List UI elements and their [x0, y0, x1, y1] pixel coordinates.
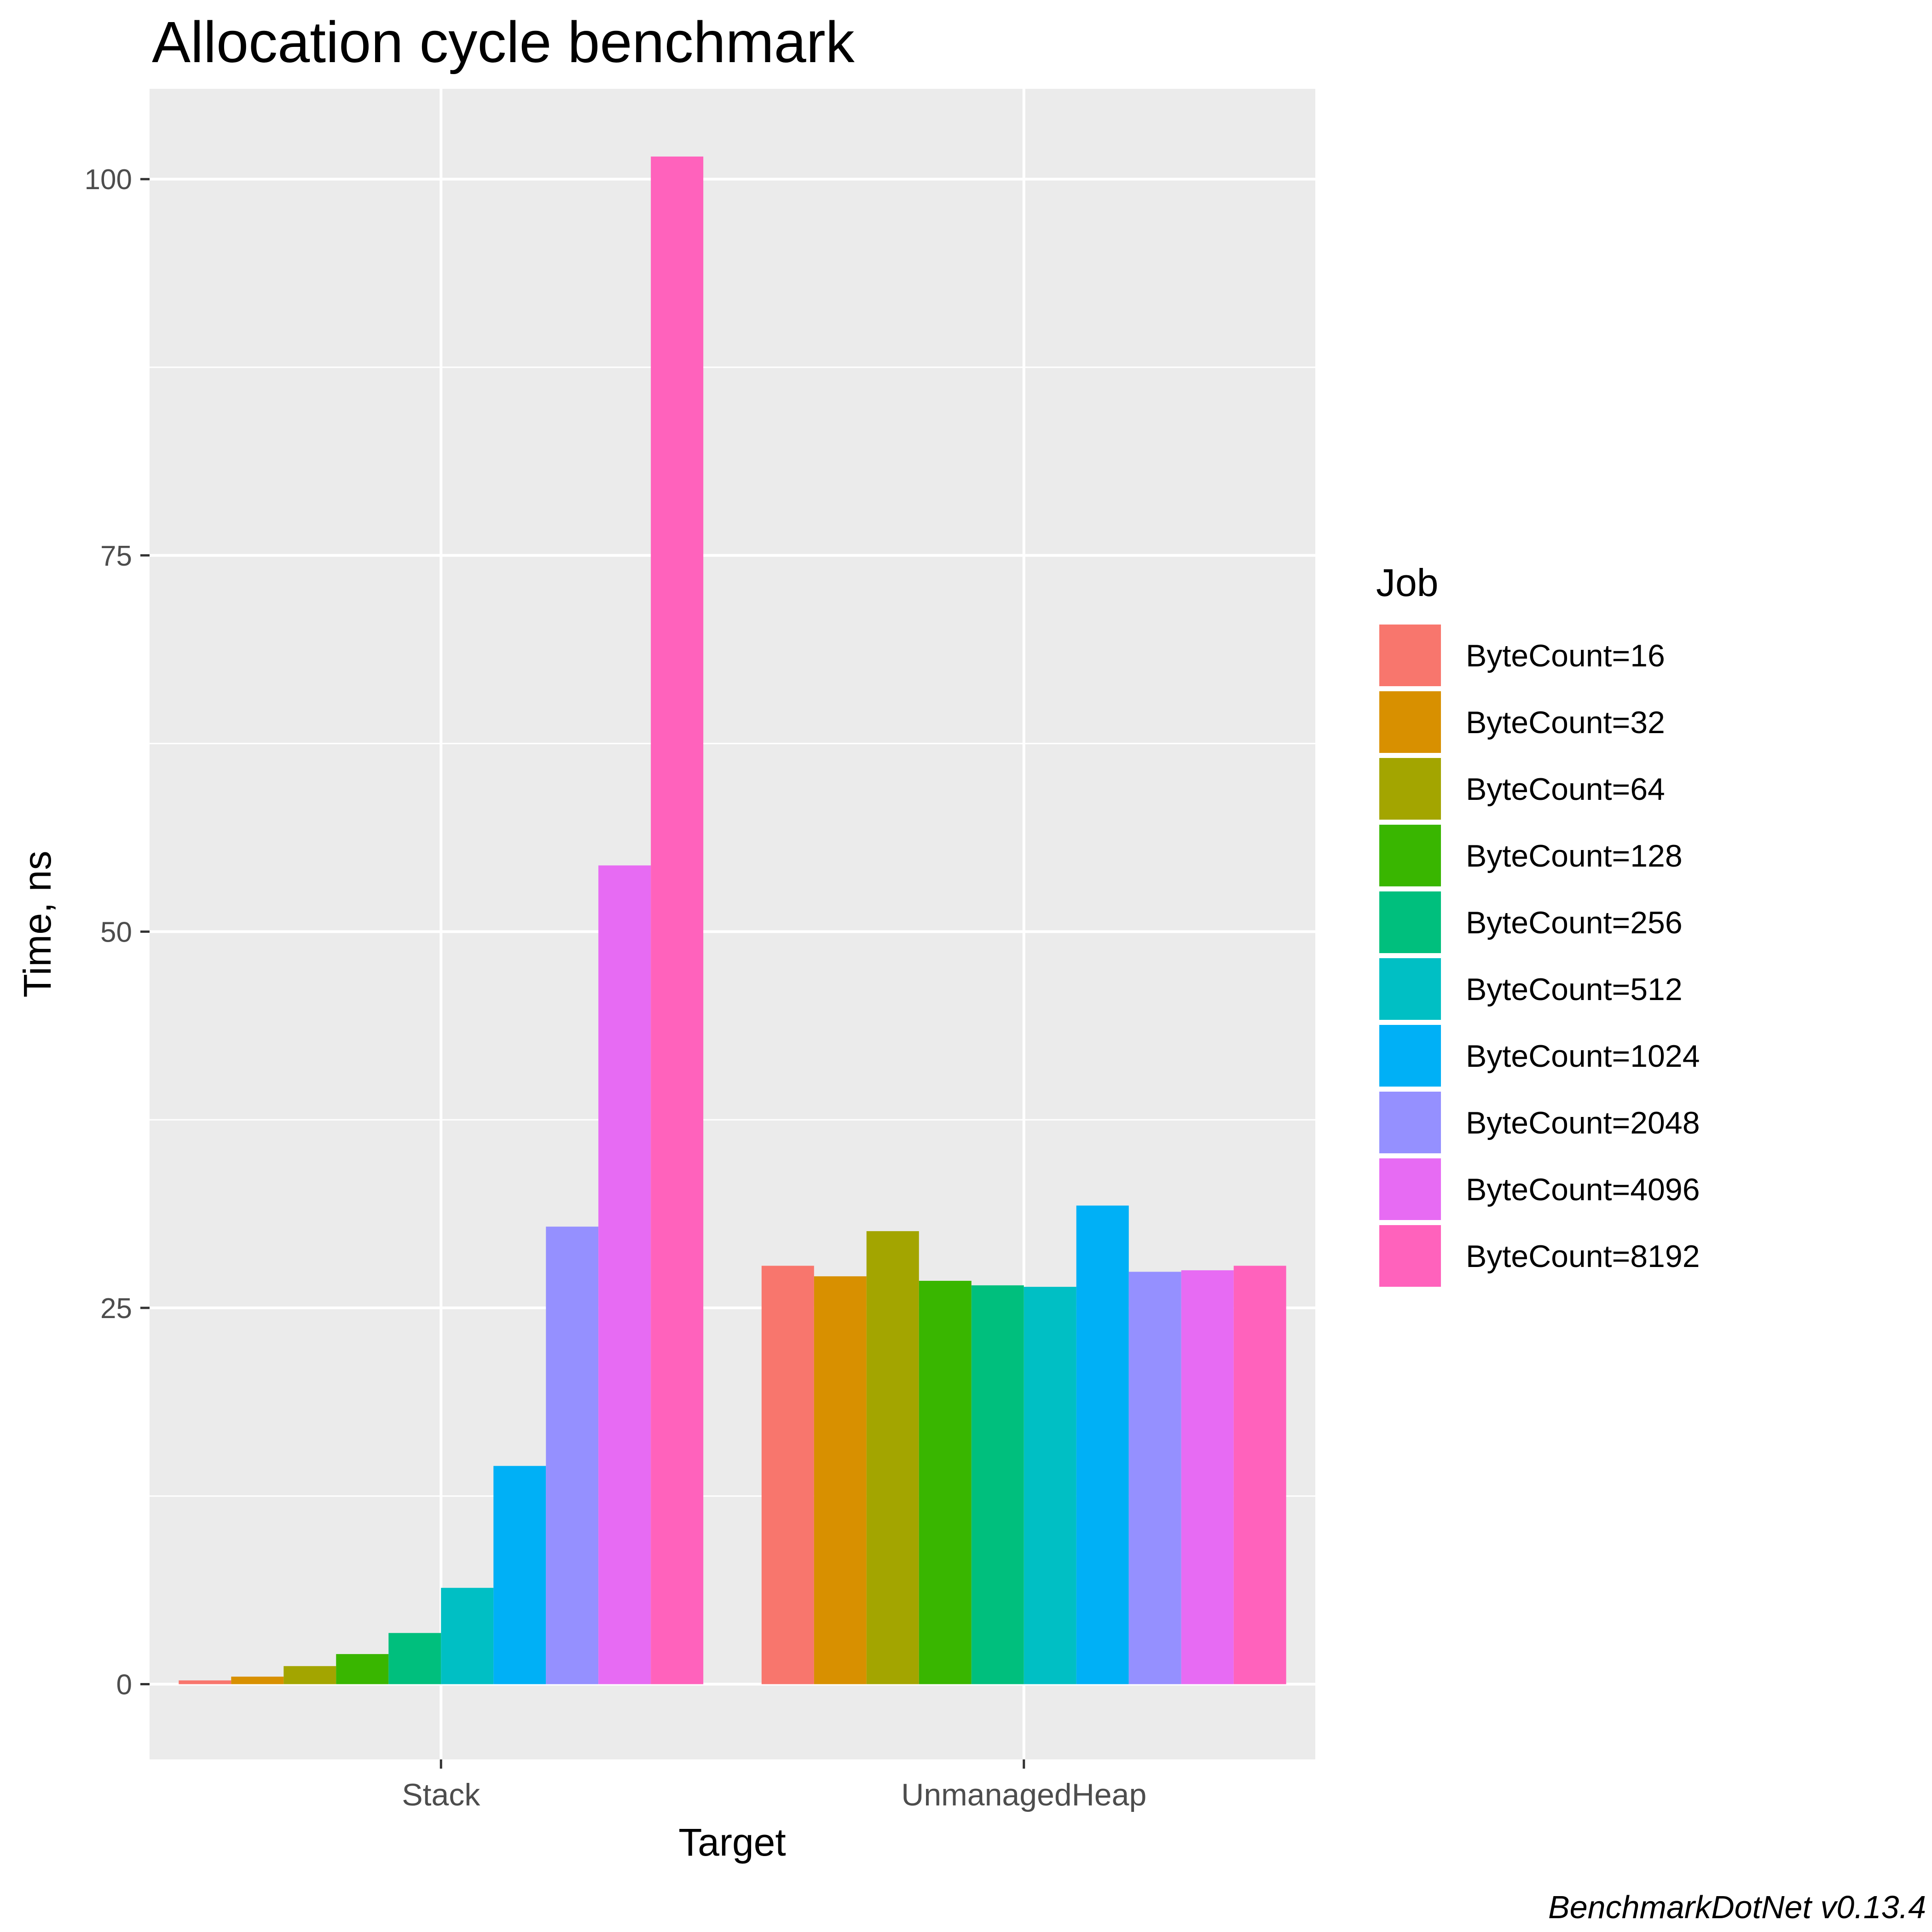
bar-ByteCount=2048-UnmanagedHeap: [1128, 1272, 1181, 1684]
x-tick-label-Stack: Stack: [402, 1777, 480, 1812]
x-axis: Stack UnmanagedHeap: [402, 1759, 1146, 1812]
bar-ByteCount=1024-UnmanagedHeap: [1076, 1205, 1129, 1684]
bar-ByteCount=64-Stack: [283, 1666, 336, 1684]
bar-ByteCount=16-UnmanagedHeap: [761, 1266, 814, 1684]
bar-ByteCount=32-UnmanagedHeap: [814, 1276, 867, 1684]
legend-label: ByteCount=64: [1466, 772, 1665, 807]
legend-label: ByteCount=1024: [1466, 1039, 1700, 1074]
y-tick-label: 75: [100, 540, 132, 572]
bar-ByteCount=256-UnmanagedHeap: [971, 1285, 1024, 1684]
bar-ByteCount=2048-Stack: [546, 1226, 599, 1684]
legend-swatch: [1377, 689, 1443, 755]
legend-swatch: [1377, 756, 1443, 821]
bar-ByteCount=32-Stack: [231, 1677, 284, 1684]
legend-swatch: [1377, 1157, 1443, 1222]
legend-swatch: [1377, 890, 1443, 955]
bar-ByteCount=4096-UnmanagedHeap: [1181, 1270, 1234, 1684]
legend-label: ByteCount=16: [1466, 638, 1665, 673]
bar-ByteCount=1024-Stack: [493, 1466, 546, 1684]
legend-swatch: [1377, 1223, 1443, 1289]
chart-title: Allocation cycle benchmark: [152, 10, 855, 75]
legend-title: Job: [1376, 561, 1438, 604]
legend-swatch: [1377, 623, 1443, 688]
caption: BenchmarkDotNet v0.13.4: [1548, 1889, 1926, 1925]
bar-ByteCount=4096-Stack: [598, 865, 651, 1684]
bars: [179, 156, 1286, 1684]
legend-swatch: [1377, 1090, 1443, 1155]
bar-ByteCount=16-Stack: [179, 1680, 231, 1684]
legend-label: ByteCount=8192: [1466, 1239, 1700, 1274]
bar-ByteCount=128-Stack: [336, 1654, 389, 1684]
legend-label: ByteCount=512: [1466, 972, 1683, 1007]
y-tick-label: 100: [85, 164, 132, 196]
legend: Job ByteCount=16 ByteCount=32 ByteCount=64…: [1376, 561, 1700, 1289]
y-tick-label: 0: [116, 1669, 132, 1701]
x-axis-title: Target: [678, 1821, 786, 1864]
y-axis: 0 25 50 75 100: [85, 164, 150, 1701]
y-axis-title: Time, ns: [16, 851, 59, 998]
legend-swatch: [1377, 956, 1443, 1022]
bar-ByteCount=256-Stack: [388, 1633, 441, 1684]
bar-ByteCount=8192-Stack: [651, 156, 704, 1684]
legend-label: ByteCount=4096: [1466, 1172, 1700, 1207]
bar-ByteCount=64-UnmanagedHeap: [866, 1231, 919, 1684]
legend-swatch: [1377, 1023, 1443, 1088]
x-tick-label-UnmanagedHeap: UnmanagedHeap: [901, 1777, 1146, 1812]
legend-label: ByteCount=2048: [1466, 1105, 1700, 1140]
legend-swatch: [1377, 823, 1443, 888]
y-tick-label: 25: [100, 1293, 132, 1325]
legend-label: ByteCount=256: [1466, 905, 1683, 940]
bar-ByteCount=128-UnmanagedHeap: [919, 1281, 972, 1684]
legend-label: ByteCount=128: [1466, 839, 1683, 873]
legend-label: ByteCount=32: [1466, 705, 1665, 740]
bar-ByteCount=8192-UnmanagedHeap: [1233, 1266, 1286, 1684]
bar-ByteCount=512-Stack: [441, 1588, 494, 1684]
bar-ByteCount=512-UnmanagedHeap: [1024, 1287, 1076, 1684]
y-tick-label: 50: [100, 916, 132, 948]
